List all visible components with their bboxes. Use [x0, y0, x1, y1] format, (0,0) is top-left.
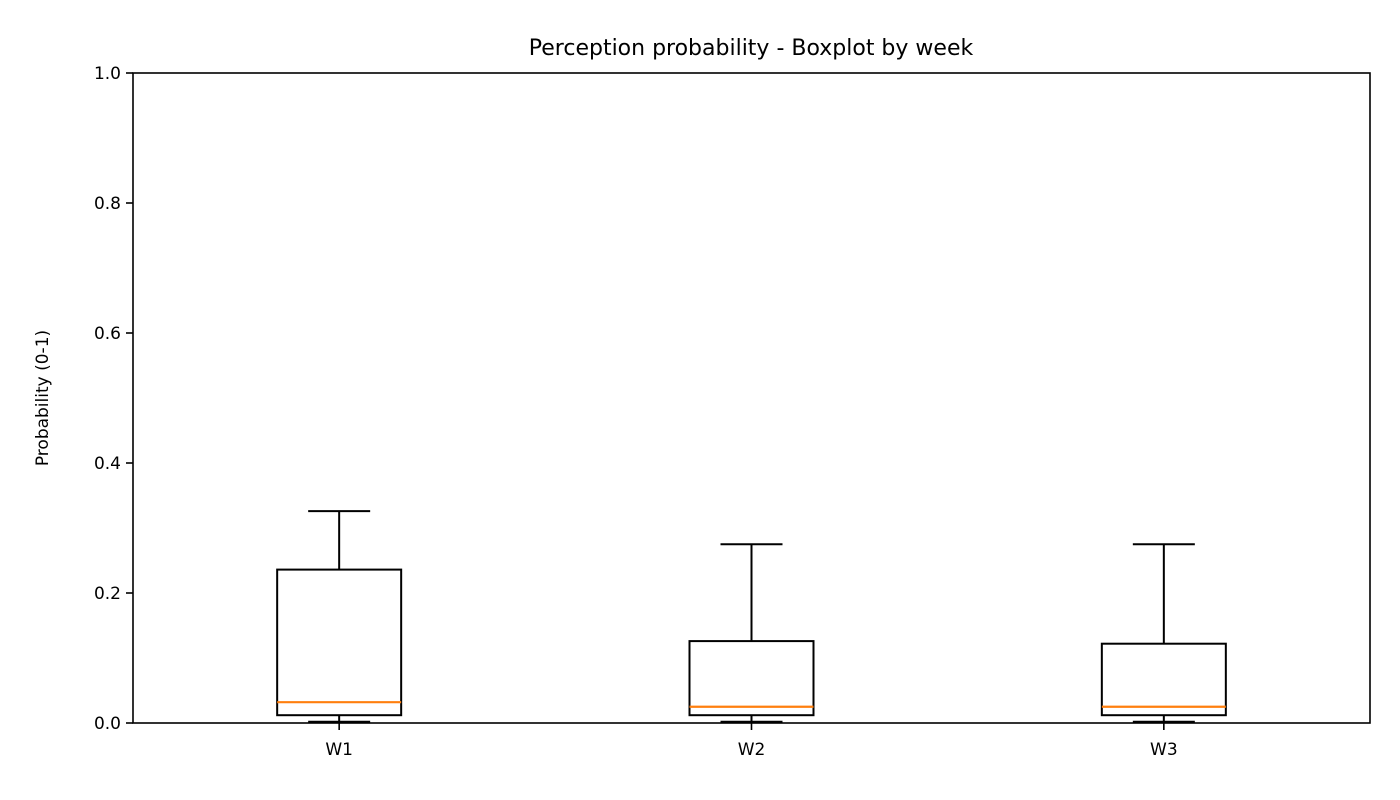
plot-frame	[132, 72, 1371, 724]
y-axis-label: Probability (0-1)	[33, 330, 53, 466]
iqr-box	[276, 568, 403, 717]
box-w2	[688, 543, 815, 723]
y-tick-label: 0.2	[94, 584, 121, 604]
y-tick-label: 1.0	[94, 64, 121, 84]
iqr-box	[688, 640, 815, 717]
x-tick-label: W1	[325, 740, 353, 760]
y-axis-ticks: 0.0 0.2 0.4 0.6 0.8 1.0	[94, 64, 133, 734]
chart-title: Perception probability - Boxplot by week	[529, 36, 974, 61]
y-tick-label: 0.8	[94, 194, 121, 214]
iqr-box	[1100, 642, 1227, 717]
y-tick-label: 0.0	[94, 714, 121, 734]
y-tick-label: 0.6	[94, 324, 121, 344]
box-w1	[276, 510, 403, 723]
box-group	[276, 510, 1227, 723]
y-tick-label: 0.4	[94, 454, 121, 474]
x-tick-label: W2	[738, 740, 766, 760]
x-tick-label: W3	[1150, 740, 1178, 760]
x-axis-ticks: W1 W2 W3	[325, 723, 1178, 760]
box-w3	[1100, 543, 1227, 723]
